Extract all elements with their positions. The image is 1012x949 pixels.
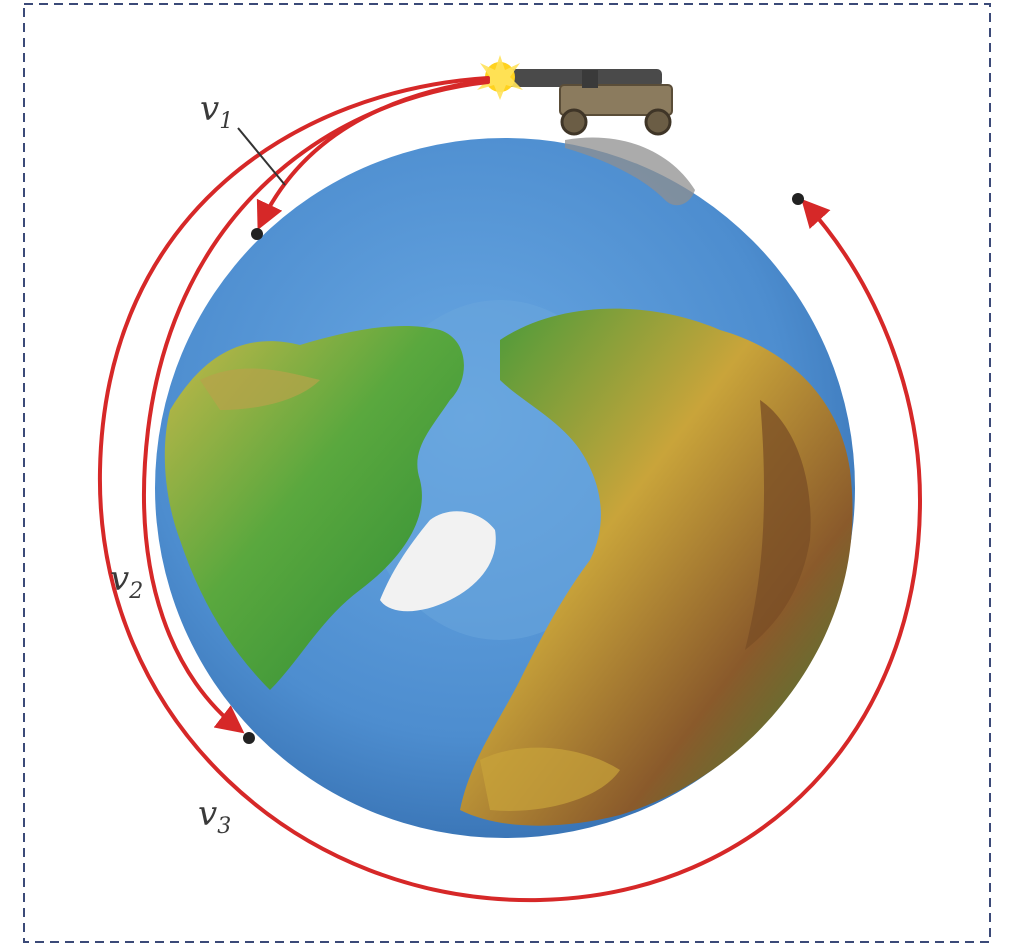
landing-point-v1 <box>251 228 263 240</box>
cannon-icon <box>505 69 673 136</box>
muzzle-flash-icon <box>477 55 523 100</box>
trajectory-v2 <box>142 80 490 734</box>
figure-frame <box>23 3 991 943</box>
label-v2: v2 <box>110 559 143 604</box>
earth-globe-icon <box>155 137 855 838</box>
north-america-landmass <box>164 325 464 690</box>
landing-point-v2 <box>243 732 255 744</box>
orbit-point-v3 <box>792 193 804 205</box>
eurasia-landmass <box>460 308 853 826</box>
label-v3: v3 <box>198 794 231 839</box>
v1-pointer-line <box>237 127 286 186</box>
greenland-ice <box>380 511 496 612</box>
label-v1: v1 <box>200 89 233 134</box>
trajectory-v3 <box>97 76 923 903</box>
trajectories <box>97 76 923 903</box>
